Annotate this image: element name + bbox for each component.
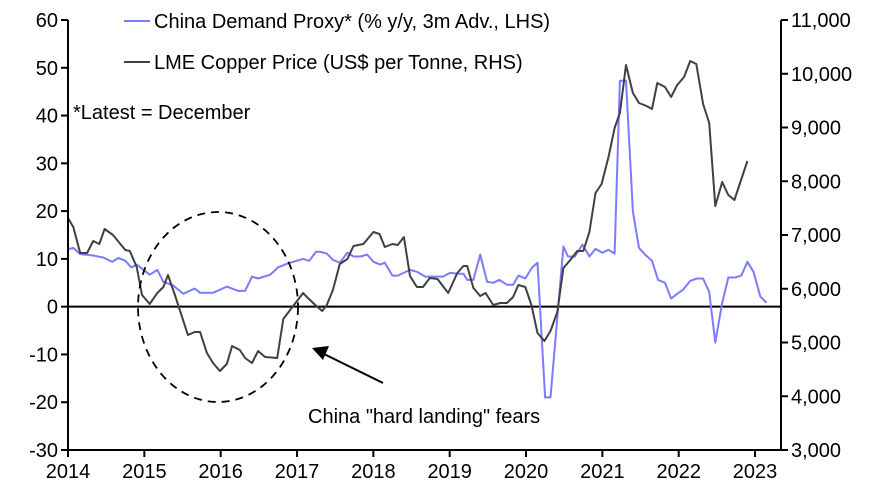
- annotation-text: China "hard landing" fears: [308, 406, 540, 428]
- right-tick-label: 8,000: [791, 171, 841, 193]
- x-tick-label: 2023: [733, 461, 778, 483]
- x-tick-label: 2017: [275, 461, 320, 483]
- left-tick-label: 40: [36, 106, 58, 128]
- tick-labels: 60 50 40 30 20 10 0 -10 -20 -30 11,000 10,000 9,000 8…: [29, 10, 852, 483]
- x-tick-label: 2019: [427, 461, 472, 483]
- legend-label-copper: LME Copper Price (US$ per Tonne, RHS): [154, 52, 523, 74]
- x-tick-label: 2020: [504, 461, 549, 483]
- x-tick-label: 2021: [580, 461, 625, 483]
- x-tick-label: 2015: [122, 461, 167, 483]
- right-tick-label: 11,000: [791, 10, 851, 32]
- left-tick-label: -30: [29, 440, 58, 462]
- right-tick-label: 10,000: [791, 64, 852, 86]
- left-tick-label: -20: [29, 392, 58, 414]
- lme-copper-price-line: [67, 60, 749, 372]
- right-tick-label: 9,000: [791, 118, 841, 140]
- left-tick-label: 30: [36, 153, 58, 175]
- x-tick-label: 2018: [351, 461, 396, 483]
- arrow-icon: [312, 346, 384, 384]
- right-tick-label: 6,000: [791, 279, 841, 301]
- left-tick-label: -10: [29, 344, 58, 366]
- legend: China Demand Proxy* (% y/y, 3m Adv., LHS…: [124, 11, 550, 74]
- series-layer: [67, 60, 768, 399]
- china-demand-proxy-line: [67, 79, 768, 399]
- right-tick-label: 4,000: [791, 386, 841, 408]
- x-tick-label: 2016: [198, 461, 243, 483]
- left-tick-label: 50: [36, 58, 58, 80]
- legend-label-china: China Demand Proxy* (% y/y, 3m Adv., LHS…: [154, 11, 550, 33]
- right-tick-label: 7,000: [791, 225, 841, 247]
- x-tick-label: 2022: [656, 461, 701, 483]
- note-text: *Latest = December: [73, 102, 251, 124]
- left-tick-label: 20: [36, 201, 58, 223]
- left-tick-label: 60: [36, 10, 58, 32]
- right-tick-label: 5,000: [791, 333, 841, 355]
- left-tick-label: 10: [36, 249, 58, 271]
- left-tick-label: 0: [47, 297, 58, 319]
- axis-ticks: [61, 19, 788, 457]
- x-tick-label: 2014: [46, 461, 91, 483]
- right-tick-label: 3,000: [791, 440, 841, 462]
- hard-landing-ellipse: [137, 211, 299, 403]
